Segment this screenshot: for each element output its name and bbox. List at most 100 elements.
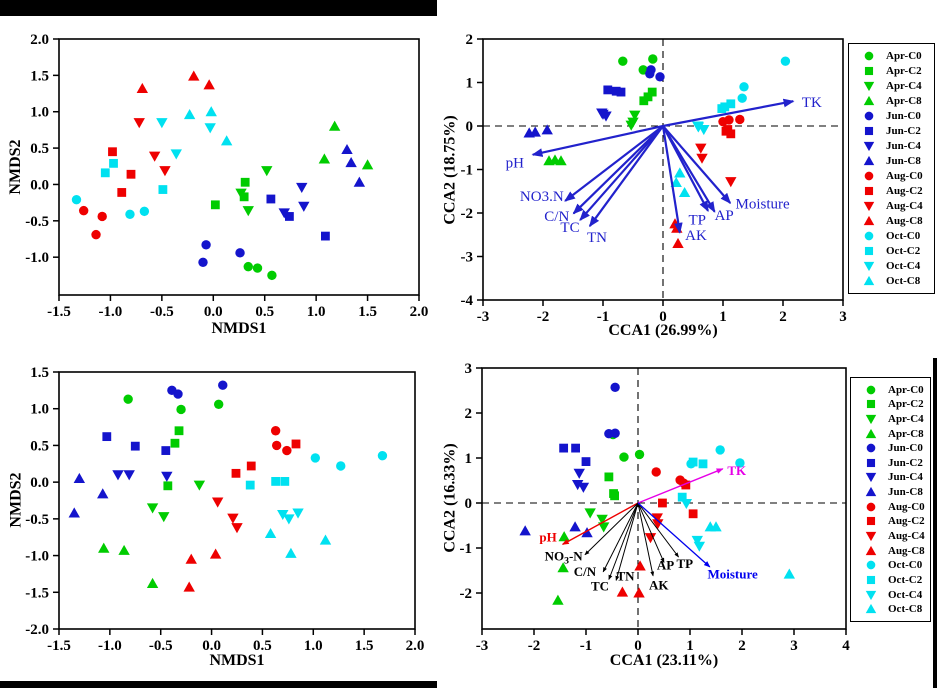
- data-point: [866, 443, 876, 453]
- data-point: [865, 428, 877, 438]
- x-tick-label: -1.5: [47, 638, 71, 654]
- y-tick-label: 2: [465, 406, 473, 422]
- data-point: [677, 492, 687, 502]
- data-point: [246, 461, 256, 471]
- x-tick-label: 0: [634, 638, 642, 654]
- data-point: [647, 87, 657, 97]
- x-tick-label: 1.0: [307, 304, 326, 320]
- data-point: [227, 513, 239, 524]
- data-point: [148, 151, 161, 162]
- data-point: [652, 519, 664, 530]
- data-point: [240, 177, 250, 187]
- data-point: [865, 531, 877, 542]
- legend-marker-icon: [866, 561, 876, 570]
- legend-label: Aug-C2: [888, 515, 925, 528]
- arrow-label-Moisture: Moisture: [707, 567, 758, 582]
- legend-marker-icon: [865, 531, 877, 542]
- x-tick-label: 1: [719, 309, 727, 325]
- data-point: [634, 449, 645, 460]
- data-point: [698, 124, 710, 136]
- series-Oct-C2: [245, 477, 290, 490]
- arrow-label-TP: TP: [688, 212, 706, 228]
- legend-marker-icon: [866, 502, 876, 512]
- data-point: [173, 389, 183, 399]
- y-tick-label: -0.5: [25, 214, 49, 230]
- data-point: [670, 176, 682, 188]
- data-point: [285, 212, 294, 221]
- y-tick-label: -3: [461, 250, 474, 266]
- x-tick-label: 1.0: [304, 638, 323, 654]
- axis-box: [481, 367, 847, 630]
- legend-marker-icon: [865, 590, 877, 600]
- data-point: [235, 248, 245, 258]
- data-point: [277, 509, 289, 521]
- series-Aug-C4: [644, 513, 664, 544]
- data-point: [674, 167, 686, 178]
- data-point: [243, 261, 253, 272]
- cca-top-plot-area: TK pH NO3.N C/N TC TN AK TP AP Moisture -3 -2 -1 0 1 2 3…: [461, 32, 847, 325]
- legend-marker-icon: [865, 604, 877, 614]
- legend-label: Jun-C2: [886, 125, 921, 137]
- data-point: [596, 514, 608, 525]
- series-Jun-C2: [266, 194, 330, 241]
- series-Apr-C8: [543, 154, 567, 166]
- legend-entry-Jun-C4: Jun-C4: [861, 140, 932, 152]
- series-Jun-C2: [603, 85, 626, 97]
- series-Oct-C8: [264, 527, 332, 558]
- nmds-bottom-svg: -1.5 -1.0 -0.5 0.0 0.5 1.0 1.5 2.0 1.5 1.0 0.5 0.0 -…: [25, 365, 424, 654]
- data-point: [126, 169, 136, 179]
- data-point: [552, 594, 564, 605]
- nmds-bottom-plot-area: -1.5 -1.0 -0.5 0.0 0.5 1.0 1.5 2.0 1.5 1.0 0.5 0.0 -…: [25, 365, 424, 654]
- y-tick-label: -4: [461, 293, 474, 309]
- data-point: [866, 458, 876, 467]
- arrow-label-AK: AK: [685, 228, 707, 244]
- legend-entry-Oct-C8: Oct-C8: [861, 275, 932, 287]
- series-Oct-C0: [310, 451, 388, 471]
- legend-marker-icon: [865, 473, 877, 483]
- data-point: [688, 509, 698, 519]
- data-point: [633, 587, 645, 598]
- arrow-label-TN: TN: [616, 568, 635, 583]
- legend-label: Oct-C8: [886, 275, 921, 287]
- x-tick-label: 1: [686, 638, 694, 654]
- data-point: [205, 106, 217, 117]
- data-point: [321, 231, 330, 241]
- legend-marker-icon: [866, 443, 876, 453]
- data-point: [185, 553, 197, 564]
- arrow-TC: [579, 125, 664, 221]
- data-point: [616, 586, 629, 597]
- data-point: [717, 104, 727, 113]
- legend-marker-icon: [865, 486, 877, 497]
- series-Jun-C4: [278, 182, 310, 219]
- legend-label: Jun-C8: [886, 155, 921, 167]
- data-point: [558, 531, 570, 542]
- x-tick-label: 2: [738, 638, 746, 654]
- legend-marker-icon: [864, 66, 874, 76]
- data-point: [235, 188, 247, 199]
- data-point: [863, 215, 875, 226]
- data-point: [159, 166, 171, 177]
- legend-label: Aug-C8: [886, 215, 923, 227]
- data-point: [170, 438, 180, 448]
- arrow-pH: [561, 502, 639, 546]
- x-tick-label: -2: [528, 638, 541, 654]
- series-Apr-C4: [625, 110, 641, 131]
- series-Aug-C4: [211, 497, 243, 534]
- data-point: [597, 522, 610, 533]
- legend-entry-Aug-C8: Aug-C8: [861, 215, 932, 227]
- series-Aug-C2: [658, 480, 698, 519]
- data-point: [655, 72, 665, 82]
- data-point: [218, 380, 228, 390]
- series-Jun-C8: [68, 472, 109, 518]
- data-point: [97, 211, 107, 222]
- legend-entry-Oct-C0: Oct-C0: [861, 230, 932, 242]
- legend-entry-Jun-C4: Jun-C4: [863, 471, 928, 483]
- axis-box: [58, 371, 416, 630]
- data-point: [863, 141, 875, 152]
- data-point: [318, 153, 331, 164]
- x-tick-label: -1.0: [98, 638, 122, 654]
- x-tick-label: -3: [477, 309, 490, 325]
- data-point: [377, 451, 388, 461]
- series-Oct-C4: [680, 498, 706, 552]
- series-Aug-C0: [78, 205, 107, 240]
